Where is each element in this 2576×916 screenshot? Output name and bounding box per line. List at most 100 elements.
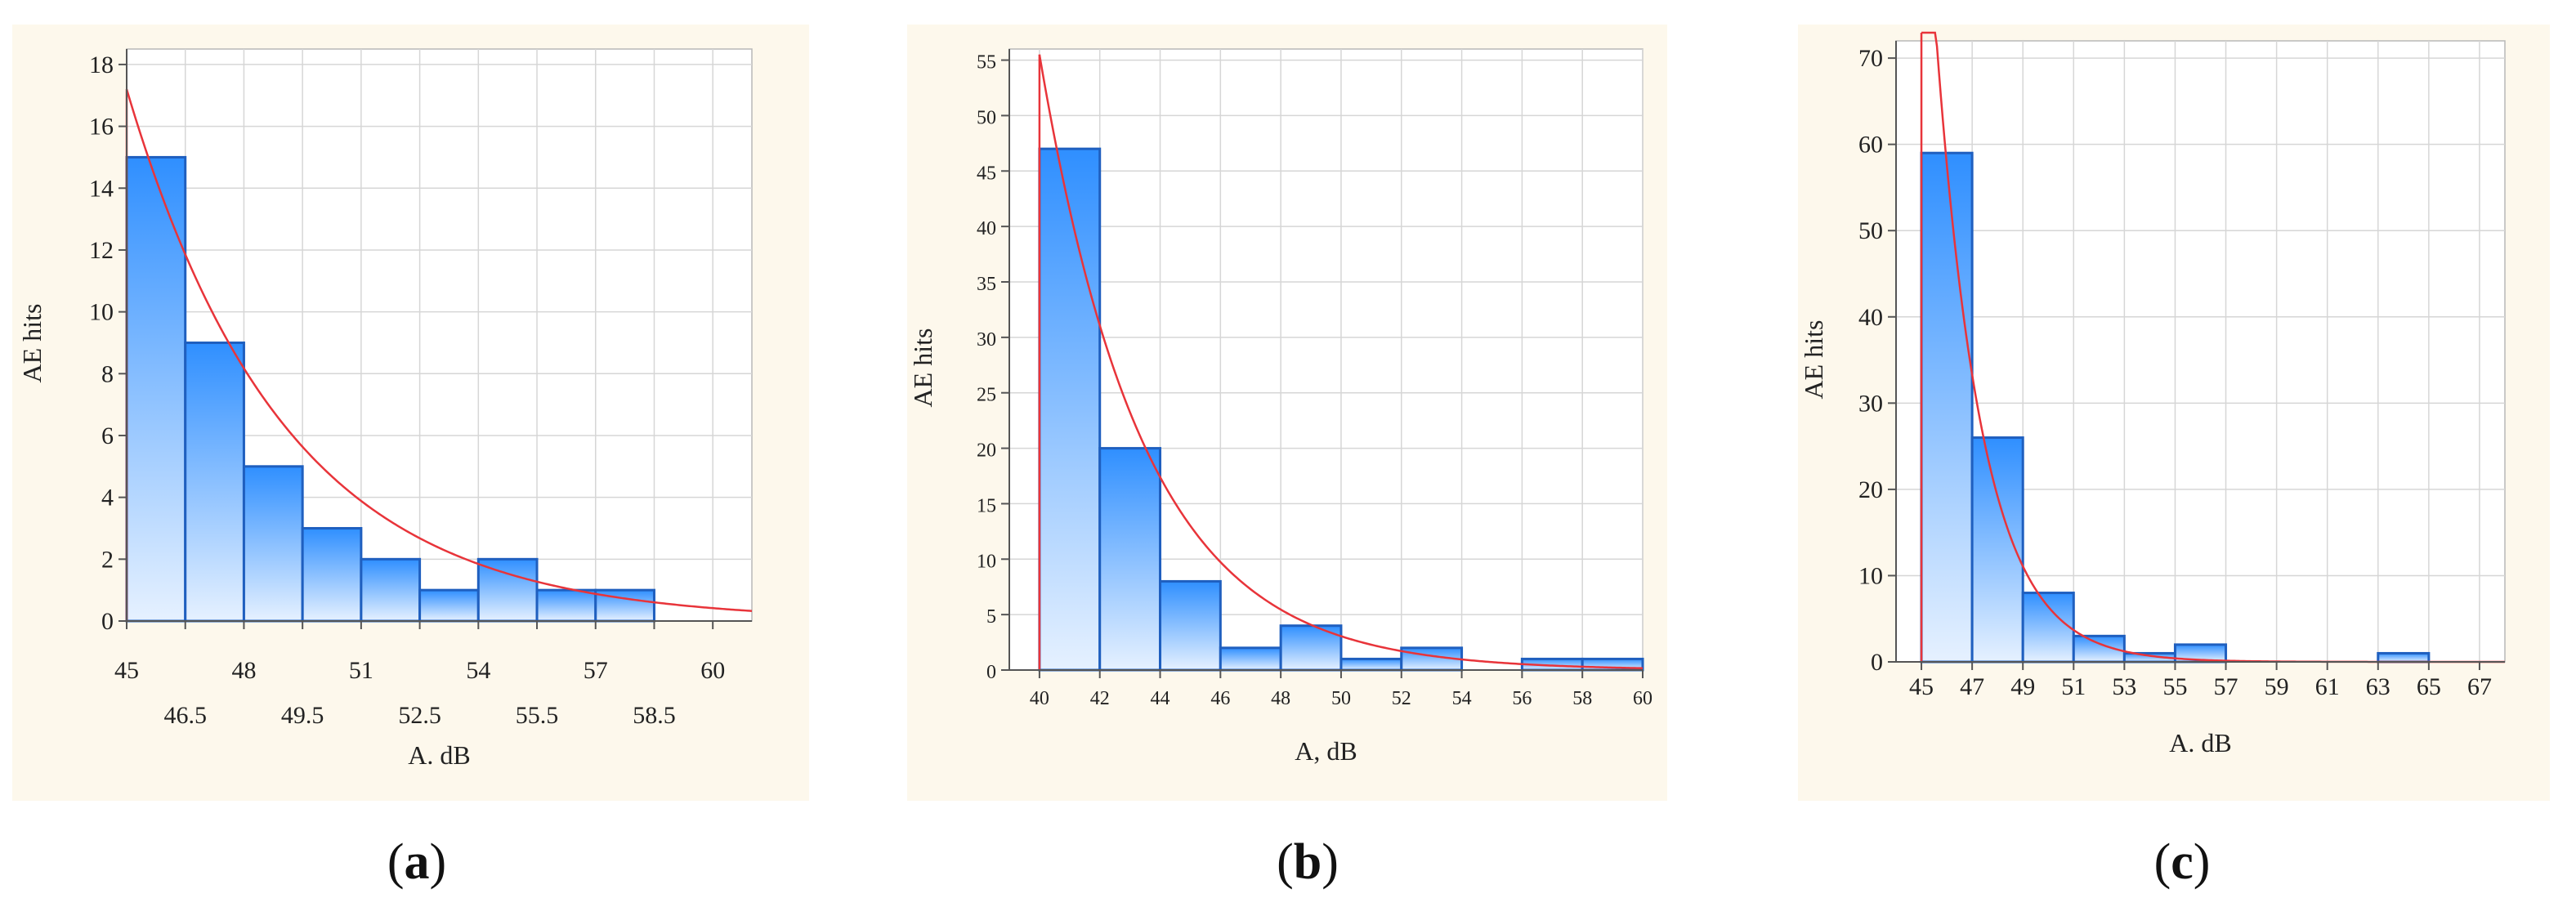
x-tick-label: 40 <box>1030 688 1049 709</box>
x-tick-label: 51 <box>349 657 373 684</box>
x-tick-label: 60 <box>1633 688 1652 709</box>
chart-panel-b: 0 5 10 15 20 25 30 35 40 45 50 55 40 42 44 46 48 50 52 54 56… <box>891 0 1708 916</box>
y-tick-label: 16 <box>89 114 114 141</box>
y-tick-label: 40 <box>1858 304 1883 331</box>
caption-letter: b <box>1294 834 1322 890</box>
histogram-bar <box>1339 657 1403 672</box>
y-axis-title: AE hits <box>17 304 47 383</box>
y-tick-label: 0 <box>1871 649 1883 676</box>
y-tick-label: 50 <box>1858 217 1883 244</box>
panel-caption-a: (a) <box>387 834 446 890</box>
x-tick-label: 63 <box>2366 673 2390 700</box>
x-tick-label: 45 <box>1909 673 1934 700</box>
x-tick-label: 49 <box>2010 673 2035 700</box>
y-tick-label: 60 <box>1858 132 1883 159</box>
y-tick-label: 8 <box>101 360 114 387</box>
x-axis-title: A. dB <box>408 740 470 770</box>
histogram-bar <box>1920 151 1974 664</box>
y-tick-label: 5 <box>986 606 996 628</box>
histogram-bar <box>1219 646 1282 672</box>
y-tick-label: 50 <box>977 107 996 128</box>
y-axis-title: AE hits <box>908 328 937 408</box>
histogram-bar <box>1098 447 1162 672</box>
y-tick-label: 14 <box>89 175 114 202</box>
x-tick-label: 49.5 <box>281 702 324 729</box>
y-tick-label: 6 <box>101 422 114 449</box>
histogram-bar <box>1038 147 1102 672</box>
y-tick-label: 15 <box>977 495 996 516</box>
x-tick-label: 58.5 <box>633 702 676 729</box>
fit-curve <box>1038 54 1644 669</box>
y-tick-label: 10 <box>89 299 114 326</box>
chart-panel-c: 0 10 20 30 40 50 60 70 45 47 49 51 53 55 57 59 61 63 65 67 A… <box>1782 0 2566 916</box>
x-axis-title: A, dB <box>1295 736 1357 766</box>
histogram-bar <box>301 526 363 623</box>
x-tick-label: 48 <box>231 657 256 684</box>
caption-open-paren: ( <box>1277 834 1294 890</box>
panel-caption-b: (b) <box>1277 834 1339 890</box>
caption-open-paren: ( <box>387 834 405 890</box>
histogram-bar <box>125 155 187 623</box>
x-axis-title: A. dB <box>2169 728 2231 757</box>
fit-curve <box>125 88 753 612</box>
histogram-bar <box>1159 579 1222 672</box>
x-tick-label: 58 <box>1572 688 1592 709</box>
y-tick-label: 10 <box>977 551 996 572</box>
x-tick-label: 50 <box>1331 688 1351 709</box>
x-tick-label: 42 <box>1090 688 1110 709</box>
histogram-bar <box>184 341 245 623</box>
x-tick-label: 60 <box>700 657 725 684</box>
caption-letter: a <box>405 834 430 890</box>
caption-letter: c <box>2171 834 2194 890</box>
x-tick-label: 46 <box>1210 688 1230 709</box>
caption-close-paren: ) <box>1322 834 1339 890</box>
y-tick-label: 2 <box>101 546 114 573</box>
y-tick-label: 35 <box>977 274 996 295</box>
caption-open-paren: ( <box>2154 834 2171 890</box>
x-tick-label: 51 <box>2061 673 2086 700</box>
y-tick-label: 0 <box>986 662 996 683</box>
y-tick-label: 70 <box>1858 45 1883 72</box>
histogram-a: 0 2 4 6 8 10 12 14 16 18 45 48 51 54 57 60 46.5 49.5 52.5 5… <box>12 25 809 890</box>
histogram-bar <box>360 557 422 623</box>
x-tick-label: 57 <box>2214 673 2238 700</box>
histogram-bar <box>242 465 304 623</box>
y-tick-label: 12 <box>89 237 114 264</box>
x-tick-label: 65 <box>2417 673 2441 700</box>
x-tick-label: 59 <box>2265 673 2289 700</box>
histogram-b: 0 5 10 15 20 25 30 35 40 45 50 55 40 42 44 46 48 50 52 54 56… <box>907 25 1667 890</box>
histogram-bar <box>2377 651 2431 664</box>
panel-caption-c: (c) <box>2154 834 2211 890</box>
x-tick-label: 55 <box>2162 673 2187 700</box>
caption-close-paren: ) <box>2194 834 2211 890</box>
histogram-c: 0 10 20 30 40 50 60 70 45 47 49 51 53 55 57 59 61 63 65 67 A… <box>1798 25 2550 890</box>
x-tick-label: 54 <box>466 657 490 684</box>
x-tick-label: 52.5 <box>398 702 441 729</box>
x-tick-label: 46.5 <box>163 702 207 729</box>
x-tick-label: 52 <box>1392 688 1411 709</box>
y-tick-label: 30 <box>1858 390 1883 417</box>
y-tick-label: 0 <box>101 608 114 635</box>
y-tick-label: 4 <box>101 485 114 512</box>
x-tick-label: 53 <box>2112 673 2136 700</box>
x-tick-label: 54 <box>1452 688 1472 709</box>
x-tick-label: 48 <box>1271 688 1290 709</box>
y-tick-label: 40 <box>977 218 996 239</box>
y-tick-label: 20 <box>977 440 996 462</box>
histogram-bar <box>2021 592 2075 664</box>
x-tick-label: 61 <box>2315 673 2340 700</box>
y-tick-label: 30 <box>977 329 996 351</box>
y-tick-label: 25 <box>977 385 996 406</box>
y-tick-label: 45 <box>977 163 996 184</box>
x-tick-label: 55.5 <box>516 702 559 729</box>
x-tick-label: 67 <box>2467 673 2492 700</box>
caption-close-paren: ) <box>430 834 447 890</box>
y-tick-label: 20 <box>1858 476 1883 503</box>
histogram-bar <box>476 557 539 623</box>
y-tick-label: 55 <box>977 52 996 74</box>
y-tick-label: 18 <box>89 51 114 78</box>
x-tick-label: 57 <box>584 657 608 684</box>
y-axis-title: AE hits <box>1799 320 1828 400</box>
x-tick-label: 56 <box>1512 688 1532 709</box>
y-tick-label: 10 <box>1858 562 1883 589</box>
